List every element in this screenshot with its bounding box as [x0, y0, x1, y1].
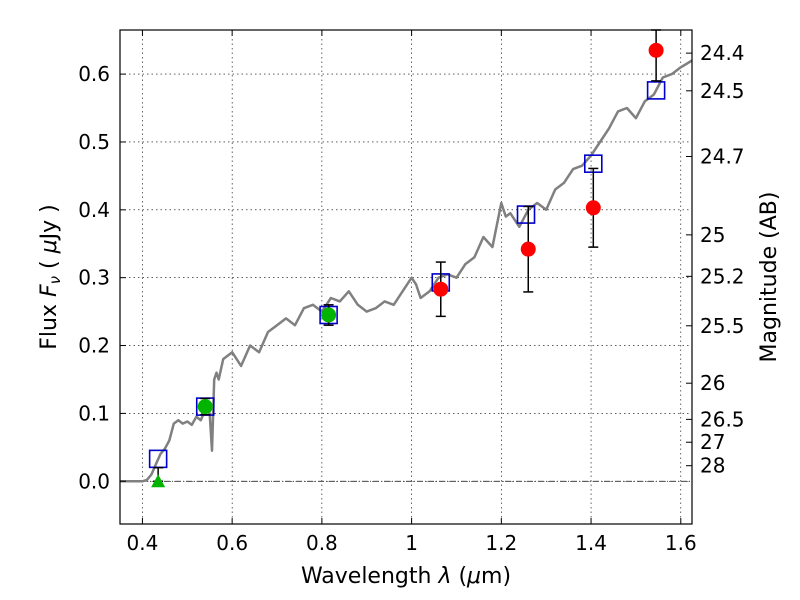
y-tick-label: 0.0	[78, 469, 110, 493]
x-tick-label: 0.8	[306, 531, 338, 555]
x-axis-label: Wavelength λ (μm)	[301, 564, 511, 589]
green-photometry-point	[321, 307, 337, 323]
plot-frame	[119, 29, 693, 525]
red-photometry-point	[433, 281, 449, 297]
y-tick-label: 0.2	[78, 334, 110, 358]
y-tick-label: 0.3	[78, 266, 110, 290]
x-tick-label: 0.4	[127, 531, 159, 555]
axis-ticks: 0.4 0.6 0.8 1 1.2 1.4 1.6 0.0 0.1 0.2 0.3 0.4 0.5 0.6…	[78, 30, 745, 555]
secondary-y-axis-label: Magnitude (AB)	[757, 192, 782, 363]
mag-tick-label: 25	[700, 223, 725, 247]
mag-tick-label: 24.7	[700, 144, 745, 168]
x-tick-label: 1.6	[665, 531, 697, 555]
mag-tick-label: 25.2	[700, 264, 745, 288]
green-photometry-point	[197, 399, 213, 415]
y-tick-label: 0.4	[78, 198, 110, 222]
series-model-spectrum-line	[120, 59, 693, 483]
y-axis-label: Flux Fν ( μJy )	[37, 204, 64, 349]
mag-tick-label: 28	[700, 454, 725, 478]
x-tick-label: 0.6	[216, 531, 248, 555]
red-photometry-point	[648, 42, 664, 58]
mag-tick-label: 27	[700, 430, 725, 454]
x-tick-label: 1.2	[485, 531, 517, 555]
red-photometry-point	[520, 241, 536, 257]
model-band-square	[646, 81, 666, 100]
x-tick-label: 1	[405, 531, 418, 555]
green-upper-limit-triangle	[151, 474, 166, 488]
y-tick-label: 0.5	[78, 130, 110, 154]
mag-tick-label: 24.4	[700, 41, 745, 65]
mag-tick-label: 25.5	[700, 314, 745, 338]
x-tick-label: 1.4	[575, 531, 607, 555]
mag-tick-label: 24.5	[700, 79, 745, 103]
data-markers	[148, 29, 666, 488]
red-photometry-point	[585, 200, 601, 216]
mag-tick-label: 26	[700, 371, 725, 395]
mag-tick-label: 26.5	[700, 407, 745, 431]
y-tick-label: 0.1	[78, 401, 110, 425]
grid	[120, 30, 692, 524]
y-tick-label: 0.6	[78, 62, 110, 86]
